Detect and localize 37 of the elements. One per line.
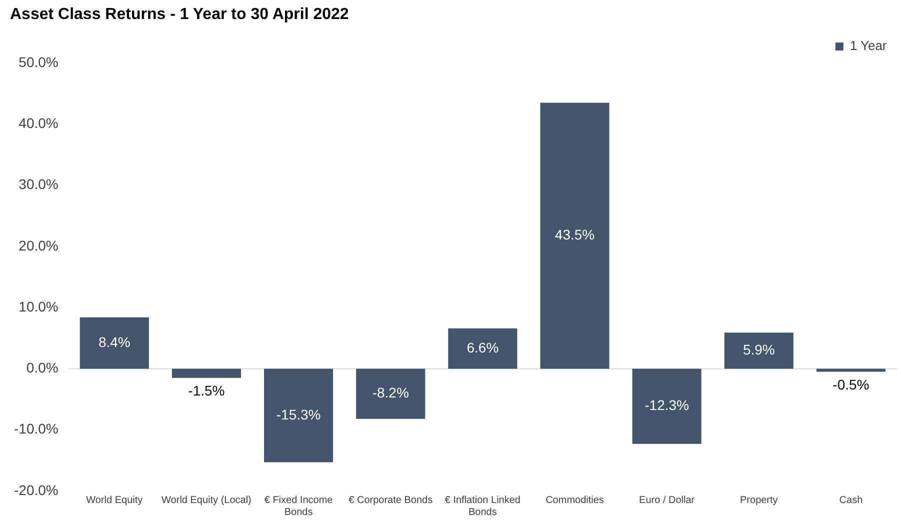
x-tick-label: € Corporate Bonds: [348, 494, 433, 506]
y-tick-label: 20.0%: [18, 237, 58, 254]
x-tick-label: World Equity (Local): [162, 494, 252, 506]
y-tick-label: -20.0%: [14, 482, 58, 498]
x-tick-label: Commodities: [546, 494, 604, 506]
x-tick-label: Property: [740, 494, 778, 506]
bar: [816, 368, 886, 372]
bar: [264, 368, 334, 462]
y-tick-label: -10.0%: [14, 420, 58, 437]
x-tick-label: World Equity: [86, 494, 143, 506]
bar: [632, 368, 702, 444]
x-tick-label: Euro / Dollar: [639, 494, 696, 506]
data-label: 8.4%: [98, 334, 130, 350]
bar: [540, 102, 610, 369]
y-tick-label: 30.0%: [18, 176, 58, 192]
x-tick-label: € Fixed Income Bonds: [264, 494, 334, 518]
data-label: -8.2%: [372, 384, 409, 401]
x-tick-label: Cash: [839, 494, 863, 506]
data-label: -0.5%: [832, 376, 870, 393]
data-label: -15.3%: [276, 406, 321, 422]
bar: [356, 368, 426, 419]
data-label: -1.5%: [188, 382, 225, 399]
data-label: 5.9%: [742, 342, 775, 358]
chart-title: Asset Class Returns - 1 Year to 30 April 2022: [10, 6, 349, 24]
legend-label: 1 Year: [850, 38, 888, 54]
y-tick-label: 10.0%: [18, 298, 58, 314]
y-tick-label: 50.0%: [18, 54, 58, 70]
x-tick-label: € Inflation Linked Bonds: [444, 494, 520, 518]
bar: [172, 368, 241, 378]
bar: [724, 332, 794, 369]
y-tick-label: 40.0%: [18, 115, 58, 131]
bar: [448, 328, 518, 369]
data-label: 6.6%: [466, 339, 499, 356]
data-label: 43.5%: [554, 226, 595, 243]
bar: [80, 317, 149, 369]
y-tick-label: 0.0%: [26, 360, 58, 376]
data-label: -12.3%: [644, 397, 689, 414]
